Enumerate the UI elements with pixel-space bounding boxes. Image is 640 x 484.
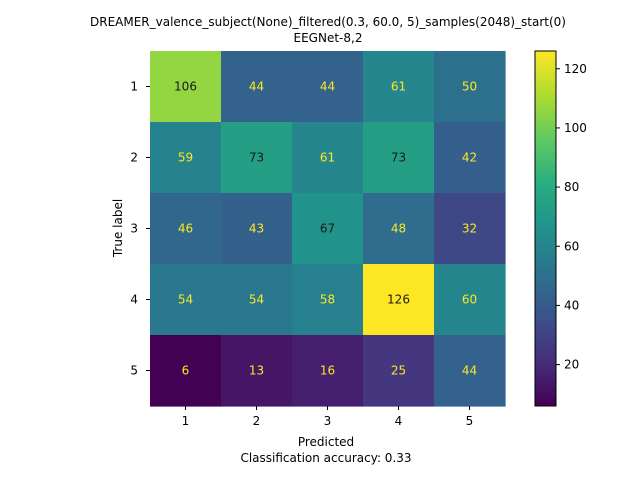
heatmap-cell xyxy=(292,335,364,407)
heatmap-cell-label: 42 xyxy=(462,151,477,165)
heatmap-cell xyxy=(292,264,364,336)
heatmap-cell-label: 59 xyxy=(178,151,193,165)
y-axis-tick-label: 3 xyxy=(130,222,138,236)
heatmap-cell xyxy=(292,51,364,123)
heatmap-cell-label: 44 xyxy=(462,364,477,378)
heatmap-cell-label: 44 xyxy=(249,80,264,94)
x-axis-tick-label: 3 xyxy=(324,414,332,428)
x-axis-tick-label: 5 xyxy=(466,414,474,428)
x-axis-tick-label: 2 xyxy=(253,414,261,428)
heatmap-cell xyxy=(150,264,222,336)
heatmap-cell-label: 67 xyxy=(320,222,335,236)
heatmap-cell xyxy=(221,51,293,123)
colorbar-tick-label: 60 xyxy=(564,239,579,253)
x-axis-label: Predicted xyxy=(298,435,354,449)
accuracy-caption: Classification accuracy: 0.33 xyxy=(240,451,411,465)
heatmap-cell xyxy=(363,122,435,194)
heatmap-cell xyxy=(434,193,506,265)
heatmap: 106 44 44 61 50 59 73 61 73 42 46 43 67 48 32 54 54 58 126… xyxy=(150,51,506,407)
heatmap-cell-label: 32 xyxy=(462,222,477,236)
heatmap-cell xyxy=(434,264,506,336)
heatmap-cell xyxy=(434,51,506,123)
heatmap-cell xyxy=(434,122,506,194)
heatmap-cell-label: 13 xyxy=(249,364,264,378)
heatmap-cell-label: 54 xyxy=(178,293,193,307)
heatmap-cell-label: 73 xyxy=(391,151,406,165)
heatmap-cell xyxy=(150,122,222,194)
heatmap-cell-label: 106 xyxy=(174,80,197,94)
heatmap-cell-label: 61 xyxy=(320,151,335,165)
heatmap-cell xyxy=(434,335,506,407)
heatmap-cell-label: 60 xyxy=(462,293,477,307)
heatmap-cell-label: 25 xyxy=(391,364,406,378)
colorbar-tick-label: 120 xyxy=(564,62,587,76)
heatmap-cell xyxy=(221,193,293,265)
heatmap-cell-label: 43 xyxy=(249,222,264,236)
heatmap-cell-label: 46 xyxy=(178,222,193,236)
colorbar-tick-label: 100 xyxy=(564,121,587,135)
heatmap-cell xyxy=(221,264,293,336)
colorbar-tick-label: 40 xyxy=(564,298,579,312)
heatmap-cell xyxy=(363,264,435,336)
colorbar-tick-label: 80 xyxy=(564,180,579,194)
y-axis: 1 2 3 4 5 xyxy=(130,80,150,378)
x-axis-tick-label: 4 xyxy=(395,414,403,428)
colorbar xyxy=(534,50,557,407)
x-axis-tick-label: 1 xyxy=(182,414,190,428)
heatmap-cell xyxy=(150,51,222,123)
heatmap-cell xyxy=(150,335,222,407)
y-axis-tick-label: 2 xyxy=(130,151,138,165)
heatmap-cell xyxy=(363,193,435,265)
heatmap-cell-label: 48 xyxy=(391,222,406,236)
y-axis-label: True label xyxy=(111,199,125,258)
colorbar-tick-label: 20 xyxy=(564,358,579,372)
heatmap-cell-label: 126 xyxy=(387,293,410,307)
chart-subtitle: EEGNet-8,2 xyxy=(294,31,363,45)
heatmap-cell-label: 58 xyxy=(320,293,335,307)
chart-title: DREAMER_valence_subject(None)_filtered(0… xyxy=(90,15,566,29)
heatmap-cell-label: 6 xyxy=(182,364,190,378)
heatmap-cell xyxy=(292,193,364,265)
x-axis: 1 2 3 4 5 xyxy=(182,406,474,428)
y-axis-tick-label: 1 xyxy=(130,80,138,94)
heatmap-cell xyxy=(221,122,293,194)
heatmap-cell xyxy=(363,51,435,123)
heatmap-cell-label: 61 xyxy=(391,80,406,94)
colorbar-ticks: 20 40 60 80 100 120 xyxy=(556,62,587,372)
heatmap-cell-label: 73 xyxy=(249,151,264,165)
y-axis-tick-label: 5 xyxy=(130,364,138,378)
heatmap-cell-label: 50 xyxy=(462,80,477,94)
heatmap-cell xyxy=(221,335,293,407)
heatmap-cell-label: 54 xyxy=(249,293,264,307)
heatmap-cell-label: 16 xyxy=(320,364,335,378)
heatmap-cell-label: 44 xyxy=(320,80,335,94)
heatmap-cell xyxy=(150,193,222,265)
y-axis-tick-label: 4 xyxy=(130,293,138,307)
heatmap-cell xyxy=(363,335,435,407)
heatmap-cell xyxy=(292,122,364,194)
